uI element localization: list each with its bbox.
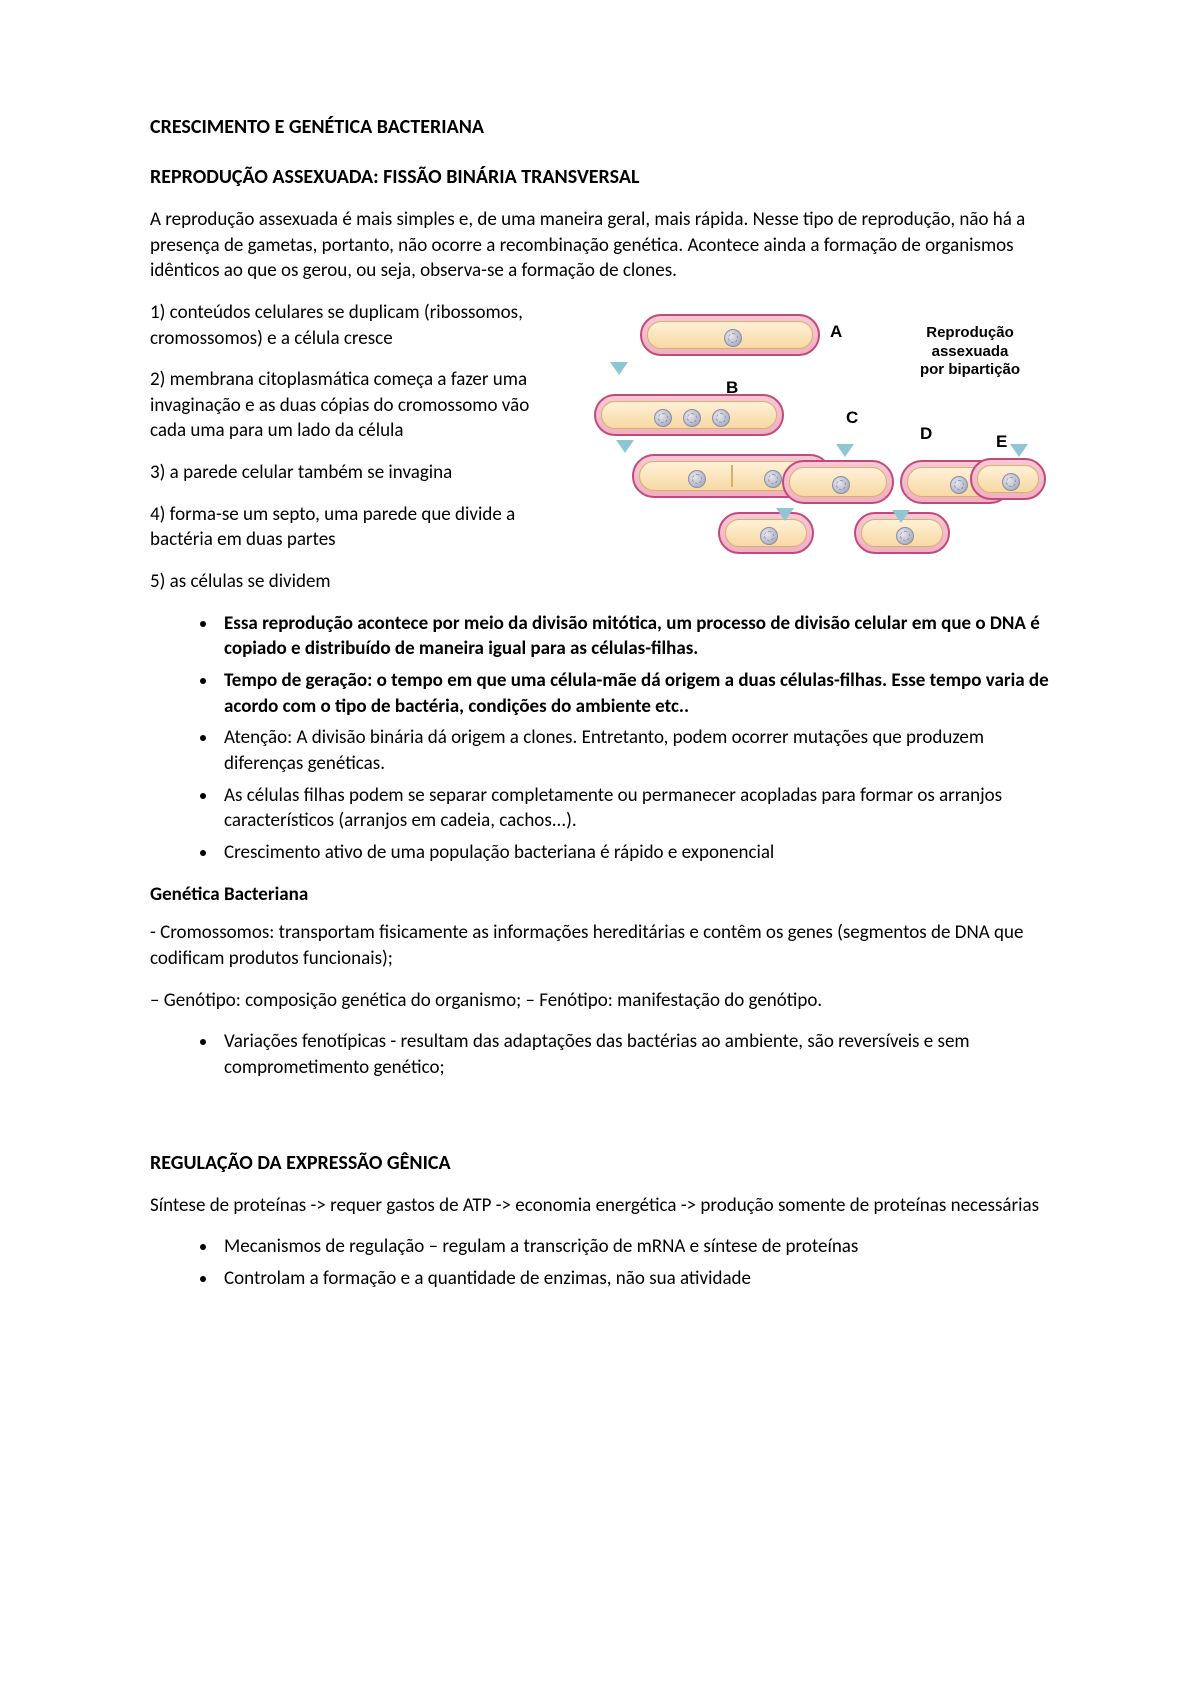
genetics-bullets: Variações fenotípicas - resultam das ada… bbox=[150, 1029, 1050, 1080]
step-arrow-icon bbox=[776, 508, 794, 521]
step-arrow-icon bbox=[616, 440, 634, 453]
regulation-bullet-1: Mecanismos de regulação – regulam a tran… bbox=[218, 1234, 1050, 1260]
figure-label-D: D bbox=[920, 424, 932, 444]
chromosome-icon bbox=[712, 409, 730, 427]
bullet-exponential: Crescimento ativo de uma população bacte… bbox=[218, 840, 1050, 866]
bullet-attention: Atenção: A divisão binária dá origem a c… bbox=[218, 725, 1050, 776]
step-arrow-icon bbox=[836, 444, 854, 457]
step-arrow-icon bbox=[610, 362, 628, 375]
chromosome-icon bbox=[832, 476, 850, 494]
chromosome-icon bbox=[764, 470, 782, 488]
chromosome-icon bbox=[1002, 473, 1020, 491]
genetics-bullet-1: Variações fenotípicas - resultam das ada… bbox=[218, 1029, 1050, 1080]
chromosome-icon bbox=[896, 527, 914, 545]
bullet-mitotic: Essa reprodução acontece por meio da div… bbox=[218, 611, 1050, 662]
chromosome-icon bbox=[724, 329, 742, 347]
reproduction-bullets: Essa reprodução acontece por meio da div… bbox=[150, 611, 1050, 866]
bullet-generation-time: Tempo de geração: o tempo em que uma cél… bbox=[218, 668, 1050, 719]
figure-label-B: B bbox=[726, 378, 738, 398]
bacterium-A bbox=[640, 314, 820, 356]
figure-title: Reprodução assexuadapor bipartição bbox=[890, 324, 1050, 380]
page-title-1: CRESCIMENTO E GENÉTICA BACTERIANA bbox=[150, 115, 1050, 139]
genetics-heading: Genética Bacteriana bbox=[150, 883, 1050, 906]
regulation-p1: Síntese de proteínas -> requer gastos de… bbox=[150, 1193, 1050, 1219]
genetics-p1: - Cromossomos: transportam fisicamente a… bbox=[150, 920, 1050, 971]
figure-label-E: E bbox=[996, 432, 1007, 452]
chromosome-icon bbox=[683, 409, 701, 427]
page-title-2: REPRODUÇÃO ASSEXUADA: FISSÃO BINÁRIA TRA… bbox=[150, 165, 1050, 189]
intro-paragraph: A reprodução assexuada é mais simples e,… bbox=[150, 207, 1050, 284]
bacterium-E3 bbox=[970, 458, 1046, 500]
regulation-bullet-2: Controlam a formação e a quantidade de e… bbox=[218, 1266, 1050, 1292]
genetics-p2: – Genótipo: composição genética do organ… bbox=[150, 988, 1050, 1014]
chromosome-icon bbox=[688, 470, 706, 488]
bacterium-D1 bbox=[782, 460, 894, 504]
bacterium-E1 bbox=[718, 512, 814, 554]
steps-with-figure: ABCDEReprodução assexuadapor bipartição … bbox=[150, 300, 1050, 611]
bullet-arrangements: As células filhas podem se separar compl… bbox=[218, 783, 1050, 834]
bacterium-B bbox=[594, 394, 784, 436]
step-arrow-icon bbox=[1010, 444, 1028, 457]
regulation-bullets: Mecanismos de regulação – regulam a tran… bbox=[150, 1234, 1050, 1291]
chromosome-icon bbox=[760, 527, 778, 545]
regulation-heading: REGULAÇÃO DA EXPRESSÃO GÊNICA bbox=[150, 1151, 1050, 1175]
step-arrow-icon bbox=[892, 510, 910, 523]
figure-label-C: C bbox=[846, 408, 858, 428]
step-5: 5) as células se dividem bbox=[150, 569, 1050, 595]
chromosome-icon bbox=[654, 409, 672, 427]
chromosome-icon bbox=[950, 476, 968, 494]
binary-fission-figure: ABCDEReprodução assexuadapor bipartição … bbox=[568, 300, 1050, 560]
figure-label-A: A bbox=[830, 322, 842, 342]
